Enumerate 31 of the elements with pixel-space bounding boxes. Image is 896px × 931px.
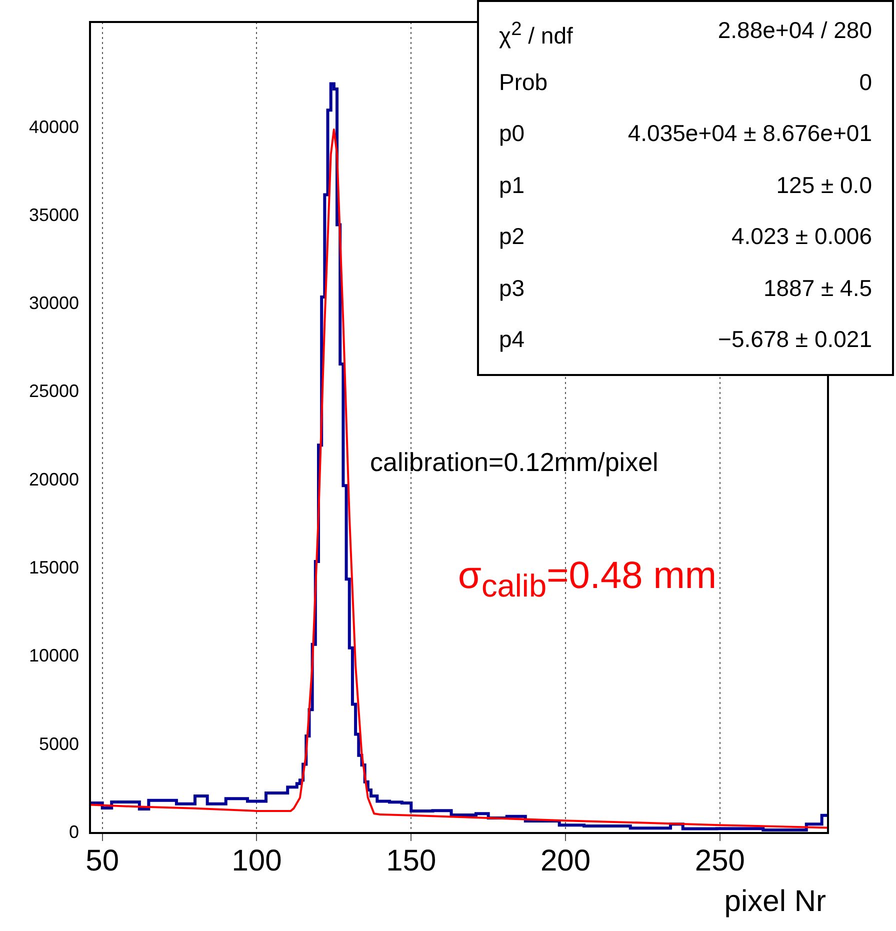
annotation: 1887 ± 4.5 — [763, 274, 872, 302]
annotation: 4.035e+04 ± 8.676e+01 — [628, 119, 872, 148]
y-tick-label: 40000 — [28, 116, 79, 137]
x-tick-label: 100 — [232, 844, 282, 878]
annotation: calibration=0.12mm/pixel — [370, 447, 658, 478]
y-tick-label: 35000 — [28, 204, 79, 225]
x-tick-label: 250 — [694, 844, 745, 878]
y-tick-label: 15000 — [28, 558, 79, 578]
annotation: σ$_{calib}$=0.48 mm — [458, 555, 717, 605]
y-tick-label: 0 — [68, 822, 79, 842]
x-tick-label: 50 — [86, 844, 120, 878]
text: 0 — [859, 68, 872, 96]
x-tick-label: 150 — [386, 844, 436, 878]
annotation: Prob — [499, 68, 548, 96]
annotation: p4 — [499, 325, 525, 354]
annotation: p2 — [499, 222, 525, 251]
annotation: 2.88e+04 / 280 — [718, 16, 872, 45]
y-tick-label: 10000 — [28, 646, 79, 666]
annotation: −5.678 ± 0.021 — [718, 325, 872, 354]
annotation: 4.023 ± 0.006 — [731, 222, 872, 251]
annotation: 125 ± 0.0 — [776, 170, 872, 200]
annotation: p0 — [499, 119, 525, 148]
annotation: p1 — [499, 170, 525, 200]
y-tick-label: 5000 — [38, 734, 79, 754]
x-tick-label: 200 — [540, 844, 591, 878]
annotation: p3 — [499, 274, 525, 303]
y-tick-label: 20000 — [28, 469, 79, 490]
y-tick-label: 25000 — [28, 381, 79, 402]
x-axis-title: pixel Nr — [724, 885, 826, 919]
annotation: χ$^{2}$ / ndf — [499, 18, 573, 51]
y-tick-label: 30000 — [28, 293, 79, 314]
